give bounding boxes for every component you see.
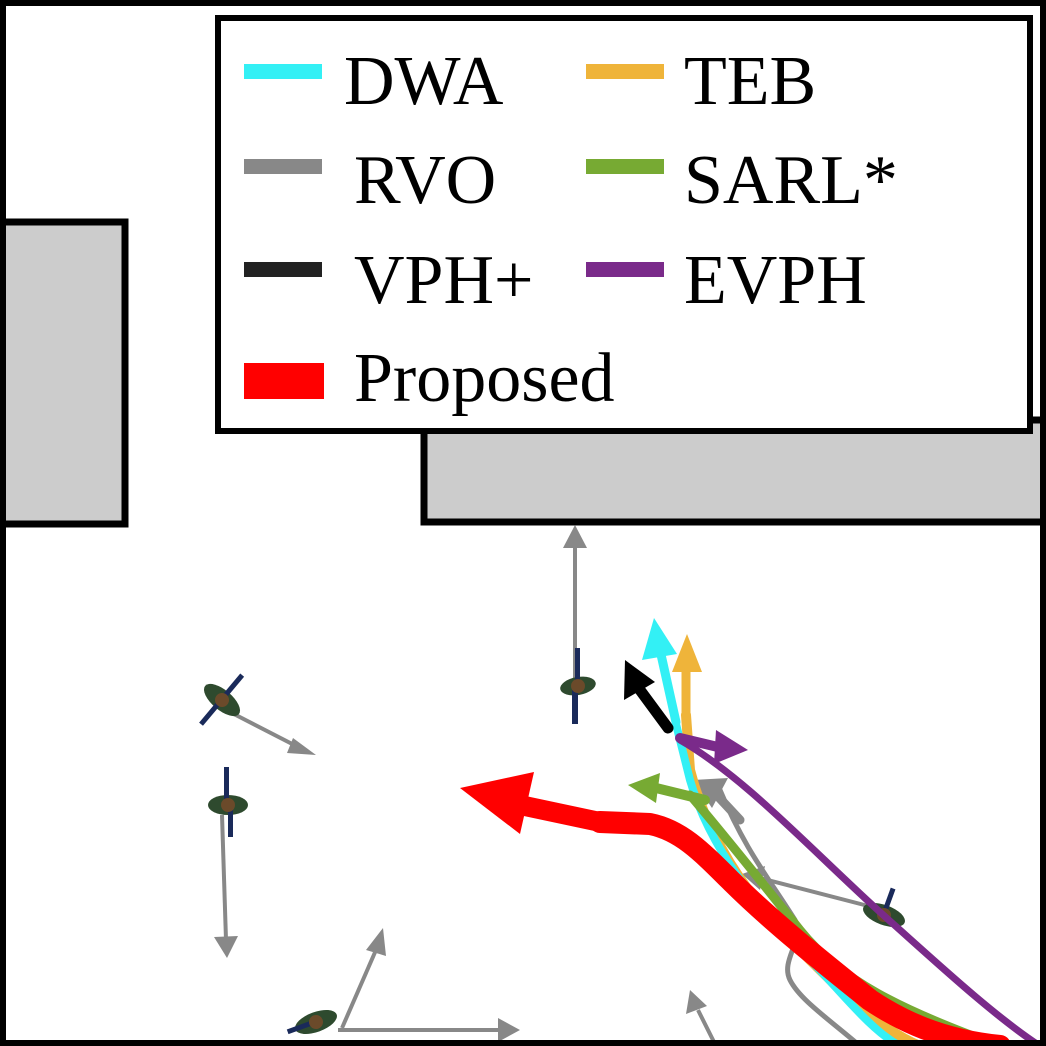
trajectory-vph-head [624, 660, 655, 700]
legend-label-sarl: SARL* [684, 142, 898, 219]
pedestrian-arrow [229, 710, 301, 750]
pedestrian-icon [286, 1009, 337, 1035]
pedestrian-icon [560, 648, 596, 724]
trajectory-evph-head [714, 730, 748, 764]
trajectory-proposed-head [460, 772, 534, 834]
trajectory-rvo-head [693, 778, 728, 808]
pedestrian-arrow [220, 814, 228, 941]
legend-swatch-proposed [244, 363, 324, 399]
legend: DWA TEB RVO SARL* VPH+ EVPH Proposed [215, 15, 1033, 434]
trajectory-proposed-arrow [510, 795, 610, 832]
pedestrian-arrow-head [498, 1018, 520, 1042]
obstacle-left [0, 218, 129, 528]
legend-label-teb: TEB [684, 43, 816, 120]
legend-swatch-dwa [244, 64, 322, 79]
trajectory-sarl-arrow [647, 782, 710, 805]
trajectory-proposed [589, 811, 1011, 1046]
legend-label-proposed: Proposed [354, 340, 615, 417]
pedestrian-icon [208, 767, 248, 837]
trajectory-evph-arrow [675, 733, 727, 753]
pedestrian-icon [199, 673, 245, 726]
trajectory-dwa-head [642, 618, 677, 660]
pedestrian-arrow-head [686, 990, 707, 1014]
pedestrian-arrow [759, 876, 877, 910]
trajectory-sarl-head [628, 773, 660, 803]
pedestrian-arrows [214, 525, 877, 1046]
pedestrian-arrow [340, 949, 378, 1029]
legend-label-evph: EVPH [684, 242, 867, 319]
obstacle-right [420, 416, 1046, 526]
legend-swatch-rvo [244, 159, 322, 174]
legend-box [215, 15, 1033, 434]
legend-swatch-teb [586, 64, 664, 79]
pedestrian-arrow-head [563, 525, 587, 548]
legend-swatch-sarl [586, 159, 664, 174]
trajectory-evph [676, 736, 1044, 1046]
trajectory-dwa-arrow [655, 645, 681, 727]
trajectories [460, 618, 1044, 1046]
pedestrian-arrow-head [366, 928, 386, 956]
legend-label-rvo: RVO [354, 142, 496, 219]
legend-swatch-evph [586, 262, 664, 277]
trajectory-vph-arrow [634, 684, 674, 734]
pedestrian-arrow-head [287, 738, 316, 755]
legend-swatch-vph [244, 262, 322, 277]
legend-label-dwa: DWA [344, 43, 504, 120]
legend-label-vph: VPH+ [354, 242, 534, 319]
trajectory-teb-head [672, 634, 702, 672]
pedestrian-arrow-head [214, 936, 238, 958]
